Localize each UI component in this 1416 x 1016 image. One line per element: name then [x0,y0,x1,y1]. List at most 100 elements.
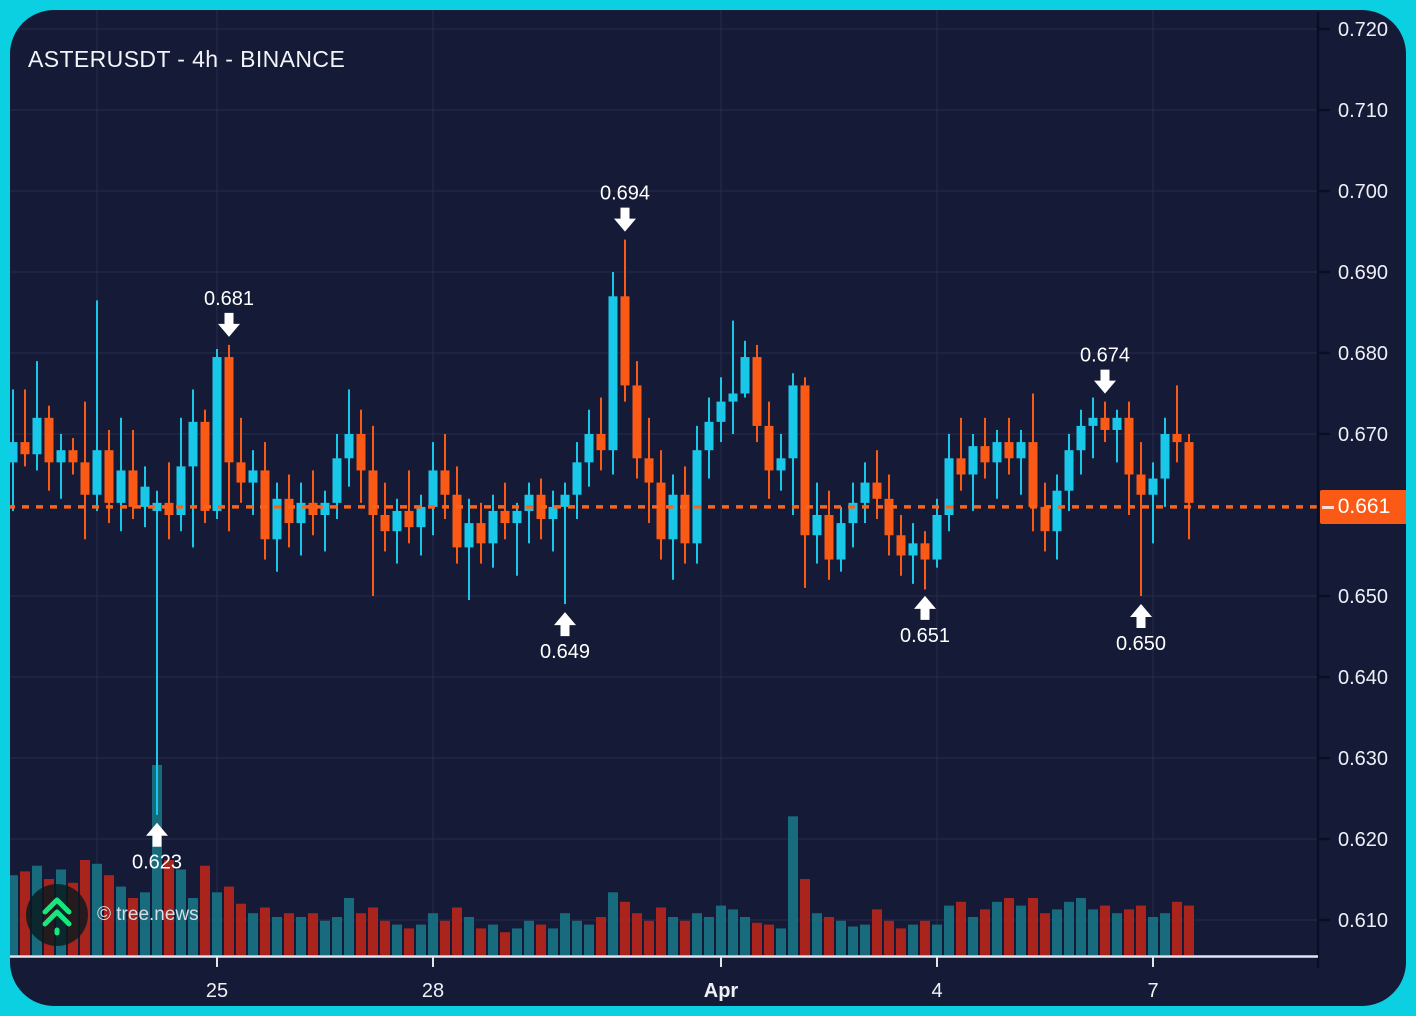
volume-bar [284,913,294,955]
volume-bar [152,765,162,955]
y-tick-label: 0.670 [1338,424,1388,446]
volume-bar [1088,909,1098,955]
volume-bar [764,924,774,955]
x-tick-label: 25 [206,980,228,1002]
candle-body [272,498,282,540]
chart-title: ASTERUSDT - 4h - BINANCE [28,46,346,72]
volume-bar [428,913,438,955]
volume-bar [488,924,498,955]
volume-bar [1172,901,1182,955]
candle-body [1064,450,1074,491]
volume-bar [1040,913,1050,955]
volume-bar [104,875,114,955]
volume-bar [944,905,954,955]
candle-body [1112,417,1122,430]
x-tick-label: 4 [931,980,942,1002]
volume-bar [896,928,906,955]
volume-bar [956,901,966,955]
candle-body [116,470,126,503]
volume-bar [680,920,690,955]
candle-body [152,502,162,511]
candle-body [608,296,618,451]
volume-bar [524,920,534,955]
volume-bar [740,917,750,955]
candle-body [980,446,990,463]
last-price-label: 0.661 [1320,489,1406,524]
annotation-label: 0.694 [600,183,650,205]
candle-body [548,506,558,520]
candle-body [836,523,846,560]
volume-bar [968,917,978,955]
candle-body [884,498,894,536]
candle-body [716,401,726,422]
watermark: © tree.news [26,884,199,946]
candle-body [524,494,534,511]
volume-bar [116,886,126,955]
candle-body [1016,442,1026,459]
candlestick-chart: 0.720 0.710 0.700 0.690 0.680 0.670 0.650 0.640… [10,10,1388,1002]
candle-body [932,515,942,560]
candle-body [500,510,510,524]
candle-body [800,385,810,536]
volume-bar [260,907,270,955]
candle-body [236,462,246,483]
candle-body [1088,417,1098,426]
volume-bar [584,924,594,955]
volume-bar [368,907,378,955]
volume-bar [596,917,606,955]
volume-bar [824,917,834,955]
price-tick-dash [1322,505,1334,509]
volume-bar [908,924,918,955]
volume-bar [548,928,558,955]
candle-body [632,385,642,459]
volume-bar [380,920,390,955]
annotation-label: 0.674 [1080,345,1130,367]
volume-bar [692,913,702,955]
candle-body [944,458,954,515]
volume-bar [10,875,18,955]
y-tick-label: 0.710 [1338,100,1388,122]
volume-bar [1136,905,1146,955]
volume-bar [980,909,990,955]
volume-bar [128,898,138,955]
candle-body [860,482,870,503]
candle-body [512,510,522,524]
arrow-down-icon [614,207,636,232]
candle-body [680,494,690,544]
candle-body [704,421,714,451]
y-tick-label: 0.630 [1338,748,1388,770]
candle-body [1052,490,1062,532]
candle-body [728,393,738,402]
candle-body [1028,442,1038,507]
volume-bar [860,924,870,955]
y-tick-label: 0.720 [1338,19,1388,41]
candle-body [284,498,294,524]
volume-bar [20,871,30,955]
volume-bar [1160,913,1170,955]
candle-body [560,494,570,507]
candle-body [248,470,258,483]
volume-bar [320,920,330,955]
volume-bar [512,928,522,955]
volume-bar [176,869,186,955]
y-tick-label: 0.620 [1338,829,1388,851]
volume-bar [776,928,786,955]
candle-body [692,450,702,544]
volume-bar [476,928,486,955]
volume-bar [788,816,798,955]
candle-body [1160,434,1170,479]
volume-bar [1076,898,1086,955]
candle-body [920,543,930,560]
volume-bar [704,917,714,955]
candle-body [10,442,18,463]
last-price-value: 0.661 [1337,494,1391,518]
volume-bar [416,924,426,955]
volume-bar [92,863,102,955]
volume-bar [1064,901,1074,955]
candle-body [596,434,606,451]
volume-bar [308,913,318,955]
volume-bar [1004,898,1014,955]
volume-bar [1100,905,1110,955]
candle-body [428,470,438,507]
